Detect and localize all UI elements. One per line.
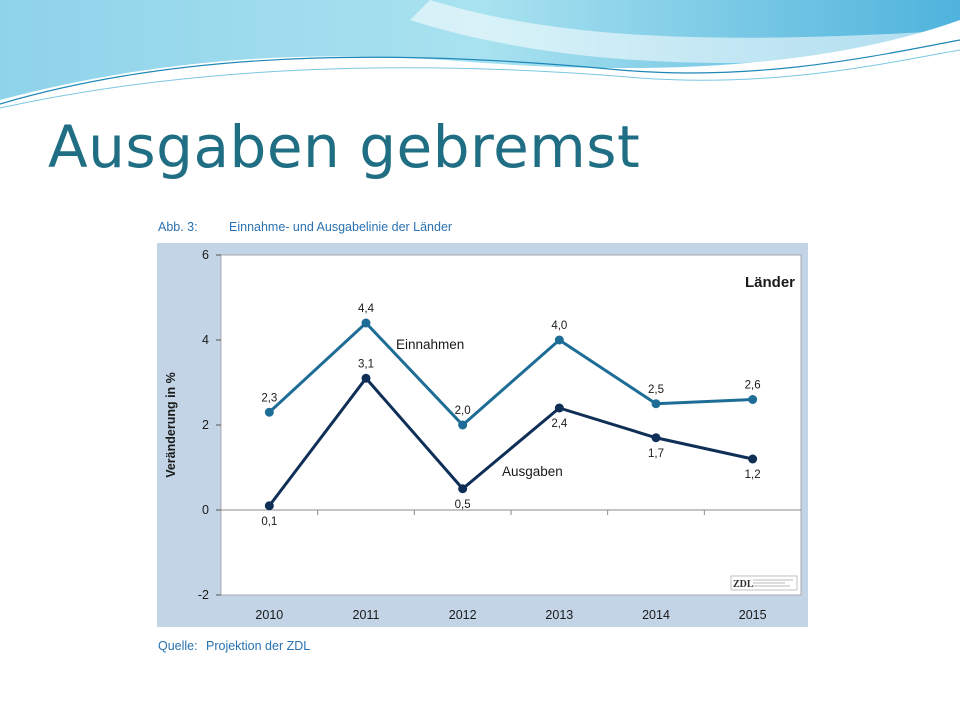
data-point-ausgaben <box>458 484 468 494</box>
y-tick-label: 2 <box>202 418 209 432</box>
plot-area <box>220 254 802 596</box>
y-tick-label: 0 <box>202 503 209 517</box>
zdl-logo-text: ZDL <box>733 579 754 590</box>
data-label-ausgaben: 2,4 <box>551 418 568 430</box>
x-tick-label: 2013 <box>545 608 573 622</box>
figure-caption-text: Einnahme- und Ausgabelinie der Länder <box>229 220 452 234</box>
data-point-ausgaben <box>554 403 564 413</box>
data-point-einnahmen <box>264 407 274 417</box>
data-point-einnahmen <box>651 399 661 409</box>
data-point-ausgaben <box>361 373 371 383</box>
data-label-einnahmen: 4,4 <box>358 303 375 315</box>
data-label-einnahmen: 2,5 <box>648 384 664 396</box>
zdl-logo: ZDL <box>730 575 798 591</box>
x-tick-label: 2014 <box>642 608 670 622</box>
data-label-einnahmen: 2,3 <box>261 392 277 404</box>
data-point-einnahmen <box>554 335 564 345</box>
source-text: Projektion der ZDL <box>206 639 310 653</box>
y-tick-label: -2 <box>198 588 209 602</box>
x-axis: 2010 2011 2012 2013 2014 2015 <box>255 510 767 622</box>
data-label-einnahmen: 2,0 <box>455 405 471 417</box>
figure-caption-label: Abb. 3: <box>158 220 198 234</box>
data-point-einnahmen <box>361 318 371 328</box>
data-label-ausgaben: 1,7 <box>648 448 664 460</box>
y-tick-label: 4 <box>202 333 209 347</box>
x-tick-label: 2011 <box>353 608 380 622</box>
data-point-einnahmen <box>748 395 758 404</box>
source-label: Quelle: <box>158 639 198 653</box>
data-point-ausgaben <box>748 454 758 464</box>
line-chart: Abb. 3: Einnahme- und Ausgabelinie der L… <box>157 220 808 653</box>
series-line-einnahmen <box>268 320 753 428</box>
series-layer: 2,3 4,4 2,0 4,0 2,5 2,6 0,1 3,1 0,5 2,4 1,7 1,2 <box>261 303 760 528</box>
data-point-ausgaben <box>264 501 274 511</box>
slide-title: Ausgaben gebremst <box>48 113 641 181</box>
series-group-label: Länder <box>745 274 795 291</box>
x-tick-label: 2012 <box>449 608 477 622</box>
series-line-ausgaben <box>268 375 753 507</box>
data-label-ausgaben: 0,5 <box>455 499 471 511</box>
header-wave-decoration <box>0 0 960 109</box>
data-label-einnahmen: 4,0 <box>551 320 567 332</box>
data-label-einnahmen: 2,6 <box>745 380 761 392</box>
y-axis: -2 0 2 4 6 <box>198 248 221 602</box>
y-axis-label: Veränderung in % <box>164 372 178 478</box>
x-tick-label: 2015 <box>739 608 767 622</box>
series-label-ausgaben: Ausgaben <box>502 464 563 479</box>
x-tick-label: 2010 <box>255 608 283 622</box>
y-tick-label: 6 <box>202 248 209 262</box>
data-point-ausgaben <box>651 433 661 443</box>
data-label-ausgaben: 3,1 <box>358 358 374 370</box>
data-label-ausgaben: 1,2 <box>745 469 761 481</box>
data-label-ausgaben: 0,1 <box>261 516 277 528</box>
series-label-einnahmen: Einnahmen <box>396 337 464 352</box>
data-point-einnahmen <box>458 420 468 430</box>
chart-figure: Abb. 3: Einnahme- und Ausgabelinie der L… <box>125 200 833 665</box>
